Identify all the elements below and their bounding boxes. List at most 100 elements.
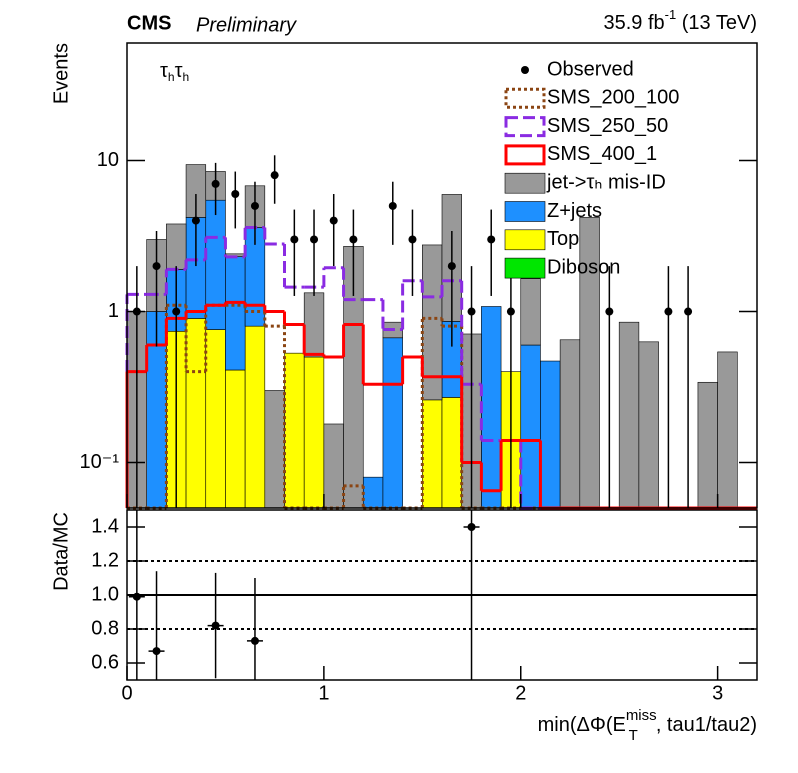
stack-bar — [244, 325, 266, 509]
data-point — [290, 235, 299, 244]
lumi-text: (13 TeV) — [676, 12, 757, 34]
y-tick-label: 1.2 — [91, 549, 119, 571]
legend-label: Observed — [547, 58, 634, 80]
stack-bar — [205, 199, 226, 330]
stack-bar — [422, 244, 443, 401]
stack-bar — [382, 337, 403, 509]
data-point — [605, 307, 614, 316]
y-tick-label: 10 — [97, 149, 119, 171]
stack-bar — [362, 476, 384, 509]
y-tick-label: 1.0 — [91, 583, 119, 605]
data-point — [211, 179, 220, 188]
stack-bar — [638, 341, 659, 509]
x-tick-label: 2 — [515, 682, 526, 704]
data-point — [250, 201, 259, 210]
stack-bar — [559, 339, 581, 509]
data-point — [172, 307, 181, 316]
legend-label: SMS_400_1 — [547, 143, 657, 165]
data-point — [447, 262, 456, 271]
channel-label: τhτh — [160, 60, 189, 84]
legend-swatch — [504, 116, 546, 138]
cms-label: CMS — [127, 12, 171, 34]
lumi-label: 35.9 fb-1 (13 TeV) — [603, 7, 757, 34]
stack-bar — [618, 321, 640, 509]
stack-bar — [225, 369, 246, 509]
stack-bar — [422, 399, 443, 509]
data-point — [487, 235, 496, 244]
data-point — [310, 235, 319, 244]
data-point — [467, 523, 476, 531]
data-point — [132, 592, 141, 601]
legend-marker — [521, 66, 529, 74]
data-point — [211, 621, 220, 630]
lumi-text: 35.9 fb — [603, 12, 664, 34]
stack-bar — [697, 381, 718, 509]
stack-bar — [303, 356, 325, 509]
x-title-part: min(ΔΦ(E — [538, 714, 626, 736]
legend-label: Top — [547, 228, 579, 250]
x-tick-label: 0 — [121, 682, 132, 704]
x-tick-label: 1 — [318, 682, 329, 704]
legend-swatch — [504, 201, 546, 222]
data-point — [388, 201, 397, 210]
stack-bar — [166, 223, 187, 270]
data-point — [467, 307, 476, 316]
stack-bar — [185, 318, 207, 509]
y-tick-label: 0.6 — [91, 651, 119, 673]
legend-label: Diboson — [547, 256, 620, 278]
stack-bar — [441, 397, 462, 509]
y-tick-label: 1.4 — [91, 515, 119, 537]
legend-label: Z+jets — [547, 200, 602, 222]
data-point — [349, 235, 358, 244]
x-title-part: , tau1/tau2) — [656, 714, 757, 736]
stack-bar — [520, 278, 541, 346]
x-title-sub: T — [629, 727, 638, 744]
channel-sub: h — [168, 70, 175, 84]
y-tick-label: 0.8 — [91, 617, 119, 639]
data-point — [684, 307, 693, 316]
legend-label: jet->τₕ mis-ID — [546, 171, 666, 193]
x-title-sup: miss — [626, 707, 657, 724]
data-point — [408, 235, 417, 244]
data-point — [231, 190, 240, 199]
data-point — [329, 216, 338, 225]
frame — [126, 509, 758, 681]
data-point — [270, 171, 279, 180]
legend-label: SMS_250_50 — [547, 115, 668, 137]
stack-bar — [225, 256, 246, 371]
data-point — [664, 307, 673, 316]
stack-bar — [205, 329, 226, 509]
frame — [126, 42, 758, 509]
channel-part: τ — [160, 60, 168, 82]
data-point — [152, 262, 161, 271]
legend-label: SMS_200_100 — [547, 87, 679, 109]
stack-bar — [284, 352, 305, 509]
legend-swatch — [504, 144, 546, 166]
stack-bar — [481, 306, 502, 509]
stack-bar — [540, 360, 561, 509]
stack-bar — [717, 351, 738, 509]
legend-swatch — [504, 257, 546, 279]
channel-part: τ — [175, 60, 183, 82]
lumi-sup: -1 — [665, 7, 677, 22]
channel-sub: h — [183, 70, 190, 84]
stack-bar — [520, 344, 541, 509]
legend-swatch — [504, 229, 546, 251]
data-point — [152, 647, 161, 656]
legend-swatch — [504, 172, 546, 194]
y-axis-title: Data/MC — [50, 512, 72, 591]
stack-bar — [303, 292, 325, 358]
x-tick-label: 3 — [712, 682, 723, 704]
stack-bar — [323, 423, 344, 509]
y-tick-label: 1 — [108, 300, 119, 322]
stack-bar — [264, 390, 285, 509]
data-point — [506, 307, 515, 316]
data-point — [250, 636, 259, 645]
legend-swatch — [504, 87, 546, 109]
y-axis-title: Events — [50, 43, 72, 104]
data-point — [191, 216, 200, 225]
x-axis-title: min(ΔΦ(Emiss T , tau1/tau2) — [538, 707, 757, 744]
y-tick-label: 10⁻¹ — [80, 451, 120, 473]
preliminary-label: Preliminary — [196, 14, 297, 36]
